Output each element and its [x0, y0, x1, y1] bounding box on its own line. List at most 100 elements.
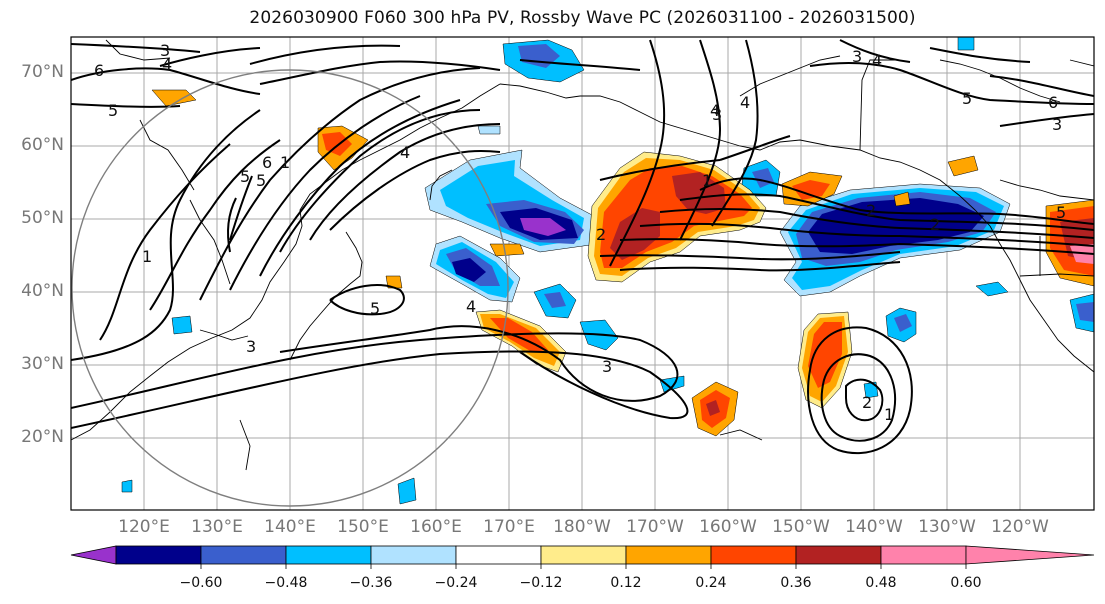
contour-label: 6 [1048, 93, 1058, 112]
contour-label: 6 [94, 61, 104, 80]
map-title: 2026030900 F060 300 hPa PV, Rossby Wave … [249, 8, 916, 28]
neg-anomaly-small-5 [477, 125, 501, 135]
lon-label-150e: 150°E [337, 517, 389, 537]
neg-anomaly-alaska-core [752, 168, 774, 188]
colorbar-segment [70, 545, 117, 565]
pos-anomaly-small-pac [489, 243, 525, 257]
lon-label-140e: 140°E [264, 517, 316, 537]
colorbar-segment [285, 545, 372, 565]
neg-anomaly-small-4 [121, 479, 133, 493]
lon-label-130e: 130°E [191, 517, 243, 537]
colorbar-segment [540, 545, 627, 565]
colorbar-tick-label: 0.36 [780, 575, 812, 591]
neg-anomaly-midpac-1-core [544, 292, 566, 308]
colorbar-segment [115, 545, 202, 565]
gridlines [71, 37, 1094, 510]
pos-anomaly-alaska-2 [947, 155, 979, 177]
colorbar-segment [370, 545, 457, 565]
contour-label: 5 [240, 167, 250, 186]
lat-label-50n: 50°N [21, 208, 64, 228]
contour-label: 2 [930, 215, 940, 234]
colorbar-tick-label: −0.12 [519, 575, 563, 591]
great-circle [71, 69, 509, 507]
colorbar-segment [200, 545, 287, 565]
pos-anomaly-centralpac-core-2 [672, 172, 726, 214]
lon-label-170e: 170°E [483, 517, 535, 537]
lon-label-160e: 160°E [410, 517, 462, 537]
neg-anomaly-small-1 [659, 375, 685, 393]
colorbar-tick-label: −0.48 [264, 575, 308, 591]
lon-label-140w: 140°W [845, 517, 903, 537]
pos-anomaly-small-japan [385, 275, 403, 289]
contour-label: 3 [160, 41, 170, 60]
neg-anomaly-small-2 [171, 315, 193, 335]
contour-label: 3 [602, 357, 612, 376]
colorbar-segment [455, 545, 542, 565]
contour-label: 1 [702, 171, 712, 190]
contour-label: 4 [710, 101, 720, 120]
neg-anomaly-california-core [1076, 302, 1094, 322]
contour-label: 1 [280, 153, 290, 172]
contour-label: 4 [872, 51, 882, 70]
colorbar-segment [880, 545, 967, 565]
lat-label-40n: 40°N [21, 281, 64, 301]
lon-label-170w: 170°W [626, 517, 684, 537]
pos-anomaly-subtropical-core [808, 322, 842, 388]
contour-label: 3 [852, 47, 862, 66]
colorbar-tick-label: 0.24 [695, 575, 727, 591]
contour-label: 2 [866, 201, 876, 220]
colorbar-tick-label: −0.60 [179, 575, 223, 591]
neg-anomaly-japan-core [452, 258, 486, 282]
neg-anomaly-small-3 [397, 477, 417, 505]
contour-label: 4 [400, 143, 410, 162]
colorbar-tick-label: −0.24 [434, 575, 478, 591]
pos-anomaly-centralpac-core [610, 208, 660, 260]
colorbar-tick-label: −0.36 [349, 575, 393, 591]
contour-label: 5 [962, 89, 972, 108]
contour-label: 5 [108, 101, 118, 120]
neg-anomaly-subtropical-core [894, 314, 912, 332]
colorbar-segment [965, 545, 1095, 565]
lon-label-150w: 150°W [772, 517, 830, 537]
lat-label-60n: 60°N [21, 135, 64, 155]
coastlines [71, 39, 1094, 471]
contour-label: 4 [466, 297, 476, 316]
contour-label: 4 [740, 93, 750, 112]
contour-label: 3 [712, 105, 722, 124]
contour-label: 5 [1056, 203, 1066, 222]
contour-label: 6 [262, 153, 272, 172]
colorbar-segment [795, 545, 882, 565]
pos-anomaly-alaska-1-core [792, 180, 830, 200]
contour-label: 3 [246, 337, 256, 356]
lon-label-130w: 130°W [918, 517, 976, 537]
lon-label-120w: 120°W [991, 517, 1049, 537]
colorbar-tick-label: 0.60 [950, 575, 982, 591]
contour-label-group: 3 4 6 5 5 6 5 3 4 4 3 5 4 3 6 2 1 5 4 3 … [94, 41, 1066, 424]
lat-label-20n: 20°N [21, 427, 64, 447]
colorbar-tick-label: 0.12 [610, 575, 642, 591]
pos-anomaly-alaska-3 [893, 191, 911, 207]
neg-anomaly-sw-us [975, 281, 1009, 297]
contour-label: 1 [142, 247, 152, 266]
colorbar-ticks [200, 564, 967, 569]
anomaly-fills [121, 37, 1094, 505]
colorbar-tick-label: 0.48 [865, 575, 897, 591]
colorbar [70, 545, 1095, 569]
contour-label: 1 [884, 405, 894, 424]
contour-label: 5 [256, 171, 266, 190]
pos-anomaly-sakhalin [151, 89, 197, 107]
pos-anomaly-hawaii-peak [706, 400, 720, 416]
contour-label: 3 [1052, 115, 1062, 134]
lon-label-180w: 180°W [553, 517, 611, 537]
neg-anomaly-nwpac-min [520, 218, 566, 236]
contour-label: 5 [370, 299, 380, 318]
lon-label-120e: 120°E [118, 517, 170, 537]
lon-label-160w: 160°W [699, 517, 757, 537]
pos-anomaly-kamchatka-core [322, 132, 352, 156]
pv-contours [71, 39, 1094, 455]
colorbar-segment [710, 545, 797, 565]
lat-label-70n: 70°N [21, 62, 64, 82]
contour-label: 2 [862, 393, 872, 412]
contour-label: 2 [596, 225, 606, 244]
